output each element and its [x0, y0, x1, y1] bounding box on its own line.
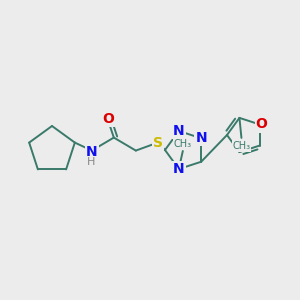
- Text: N: N: [173, 162, 184, 176]
- Text: N: N: [195, 131, 207, 145]
- Text: CH₃: CH₃: [174, 139, 192, 149]
- Text: CH₃: CH₃: [232, 141, 250, 151]
- Text: O: O: [102, 112, 114, 126]
- Text: N: N: [86, 145, 98, 159]
- Text: N: N: [173, 124, 184, 138]
- Text: H: H: [87, 157, 95, 166]
- Text: S: S: [153, 136, 163, 150]
- Text: O: O: [256, 117, 268, 131]
